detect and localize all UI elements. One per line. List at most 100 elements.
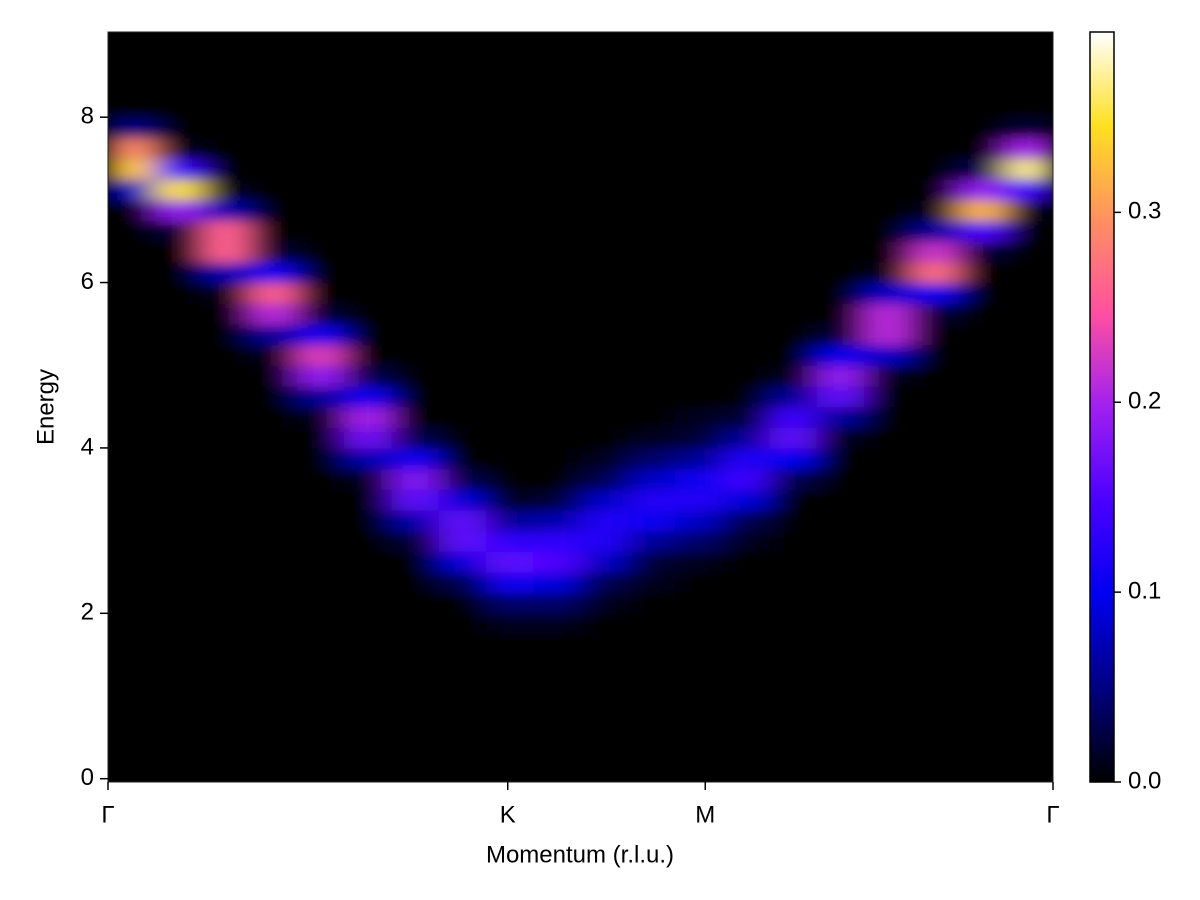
heatmap-cell — [958, 613, 1007, 635]
heatmap-cell — [533, 220, 582, 242]
heatmap-cell — [1005, 716, 1053, 738]
heatmap-cell — [816, 365, 865, 387]
y-axis-label: Energy — [32, 369, 59, 445]
heatmap-cell — [533, 117, 582, 139]
heatmap-cell — [769, 530, 818, 552]
heatmap-cell — [533, 365, 582, 387]
heatmap-cell — [864, 55, 912, 77]
heatmap-cell — [391, 696, 440, 718]
heatmap-cell — [438, 220, 487, 242]
heatmap-cell — [1005, 303, 1053, 325]
heatmap-cell — [1005, 323, 1053, 346]
heatmap-cell — [864, 158, 912, 180]
heatmap-cell — [1005, 199, 1053, 222]
heatmap-cell — [816, 199, 865, 222]
heatmap-cell — [816, 427, 865, 449]
heatmap-cell — [108, 592, 156, 614]
heatmap-cell — [911, 633, 960, 656]
heatmap-cell — [816, 303, 865, 325]
heatmap-cell — [627, 303, 676, 325]
heatmap-cell — [722, 137, 771, 160]
heatmap-cell — [533, 282, 582, 304]
heatmap-cell — [816, 117, 865, 139]
heatmap-cell — [297, 613, 345, 635]
heatmap-cell — [391, 468, 440, 490]
heatmap-cell — [202, 220, 251, 242]
heatmap-cell — [816, 406, 865, 428]
heatmap-cell — [722, 406, 771, 428]
heatmap-cell — [344, 220, 393, 242]
heatmap-cell — [816, 509, 865, 532]
heatmap-cell — [202, 592, 251, 614]
heatmap-cell — [108, 241, 156, 263]
heatmap-cell — [533, 158, 582, 180]
heatmap-cell — [486, 427, 534, 449]
heatmap-cell — [391, 758, 440, 780]
x-tick-label: K — [500, 801, 516, 828]
heatmap-cell — [627, 675, 676, 697]
heatmap-cell — [958, 468, 1007, 490]
heatmap-cell — [675, 716, 723, 738]
heatmap-cell — [675, 530, 723, 552]
heatmap-cell — [533, 241, 582, 263]
heatmap-cell — [202, 137, 251, 160]
heatmap-cell — [249, 55, 298, 77]
heatmap-cell — [438, 344, 487, 366]
heatmap-cell — [391, 158, 440, 180]
heatmap-cell — [816, 696, 865, 718]
heatmap-cell — [344, 571, 393, 594]
heatmap-cell — [675, 96, 723, 118]
heatmap-cell — [344, 75, 393, 98]
heatmap-cell — [202, 96, 251, 118]
heatmap-cell — [769, 137, 818, 160]
heatmap-cell — [155, 344, 204, 366]
heatmap-cell — [108, 344, 156, 366]
heatmap-cell — [816, 716, 865, 738]
heatmap-cell — [864, 303, 912, 325]
heatmap-cell — [580, 323, 629, 346]
heatmap-cell — [816, 737, 865, 759]
heatmap-cell — [344, 385, 393, 408]
heatmap-cell — [391, 55, 440, 77]
heatmap-cell — [202, 675, 251, 697]
heatmap-cell — [108, 179, 156, 201]
heatmap-cell — [486, 592, 534, 614]
heatmap-cell — [202, 365, 251, 387]
heatmap-cell — [391, 551, 440, 573]
heatmap-cell — [344, 323, 393, 346]
heatmap-cell — [675, 613, 723, 635]
heatmap-cell — [911, 696, 960, 718]
heatmap-cell — [108, 530, 156, 552]
heatmap-cell — [911, 241, 960, 263]
heatmap-cell — [1005, 654, 1053, 676]
heatmap-cell — [864, 179, 912, 201]
heatmap-cell — [722, 737, 771, 759]
heatmap-cell — [155, 530, 204, 552]
heatmap-cell — [438, 365, 487, 387]
heatmap-cell — [533, 75, 582, 98]
heatmap-cell — [344, 179, 393, 201]
heatmap-cell — [864, 385, 912, 408]
heatmap-cell — [486, 55, 534, 77]
heatmap-cell — [155, 158, 204, 180]
heatmap-cell — [391, 675, 440, 697]
heatmap-cell — [108, 571, 156, 594]
heatmap-cell — [627, 241, 676, 263]
heatmap-cell — [297, 447, 345, 470]
heatmap-cell — [1005, 571, 1053, 594]
heatmap-cell — [627, 592, 676, 614]
heatmap-cell — [864, 241, 912, 263]
heatmap-cell — [580, 509, 629, 532]
heatmap-cell — [297, 509, 345, 532]
heatmap-cell — [722, 323, 771, 346]
heatmap-cell — [108, 447, 156, 470]
heatmap-cell — [864, 447, 912, 470]
heatmap-cell — [1005, 509, 1053, 532]
x-tick-label: Γ — [1046, 801, 1059, 828]
heatmap-cell — [108, 654, 156, 676]
heatmap-cell — [155, 675, 204, 697]
heatmap-cell — [391, 406, 440, 428]
heatmap-cell — [249, 117, 298, 139]
heatmap-cell — [155, 261, 204, 284]
heatmap-cell — [769, 261, 818, 284]
